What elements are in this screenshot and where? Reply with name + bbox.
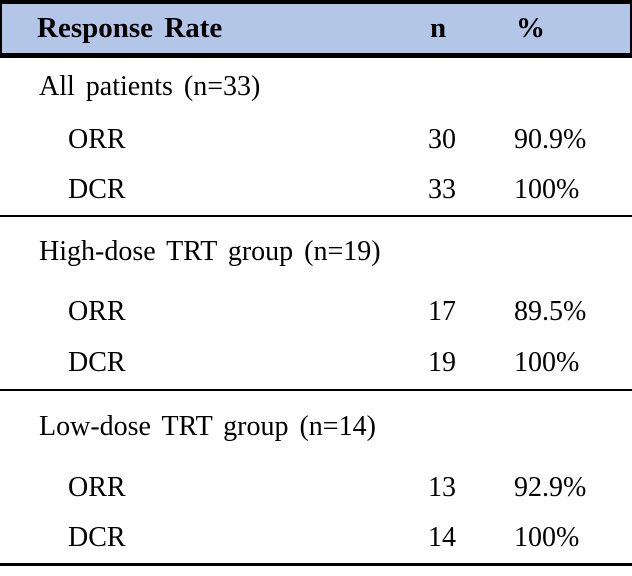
row-pct-value: 100% xyxy=(514,174,580,205)
table-row-dcr: DCR 33 100% xyxy=(0,165,632,215)
row-n-value: 30 xyxy=(428,124,456,155)
section-title-row: Low-dose TRT group (n=14) xyxy=(0,391,632,463)
row-pct-value: 90.9% xyxy=(514,124,587,155)
row-pct-value: 92.9% xyxy=(514,472,587,503)
row-label: DCR xyxy=(68,522,126,553)
row-pct-value: 100% xyxy=(514,347,580,378)
row-label: ORR xyxy=(68,124,126,155)
row-label: DCR xyxy=(68,347,126,378)
section-title-row: All patients (n=33) xyxy=(0,58,632,115)
section-title: Low-dose TRT group (n=14) xyxy=(39,411,376,442)
table-row-dcr: DCR 14 100% xyxy=(0,513,632,563)
row-n-value: 17 xyxy=(428,296,456,327)
table-row-orr: ORR 17 89.5% xyxy=(0,287,632,337)
section-all-patients: All patients (n=33) ORR 30 90.9% DCR 33 … xyxy=(0,58,632,217)
row-pct-value: 89.5% xyxy=(514,296,587,327)
row-label: ORR xyxy=(68,472,126,503)
row-n-value: 13 xyxy=(428,472,456,503)
table-row-dcr: DCR 19 100% xyxy=(0,337,632,389)
header-response-rate: Response Rate xyxy=(37,12,223,44)
row-pct-value: 100% xyxy=(514,522,580,553)
section-high-dose: High-dose TRT group (n=19) ORR 17 89.5% … xyxy=(0,217,632,391)
header-percent: % xyxy=(516,12,545,44)
row-label: DCR xyxy=(68,174,126,205)
row-n-value: 14 xyxy=(428,522,456,553)
header-n: n xyxy=(430,12,447,44)
row-label: ORR xyxy=(68,296,126,327)
section-title-row: High-dose TRT group (n=19) xyxy=(0,217,632,287)
row-n-value: 19 xyxy=(428,347,456,378)
section-low-dose: Low-dose TRT group (n=14) ORR 13 92.9% D… xyxy=(0,391,632,566)
table-row-orr: ORR 30 90.9% xyxy=(0,115,632,165)
row-n-value: 33 xyxy=(428,174,456,205)
section-title: High-dose TRT group (n=19) xyxy=(39,236,381,267)
table-row-orr: ORR 13 92.9% xyxy=(0,463,632,513)
table-header-row: Response Rate n % xyxy=(0,0,632,58)
section-title: All patients (n=33) xyxy=(39,70,261,102)
